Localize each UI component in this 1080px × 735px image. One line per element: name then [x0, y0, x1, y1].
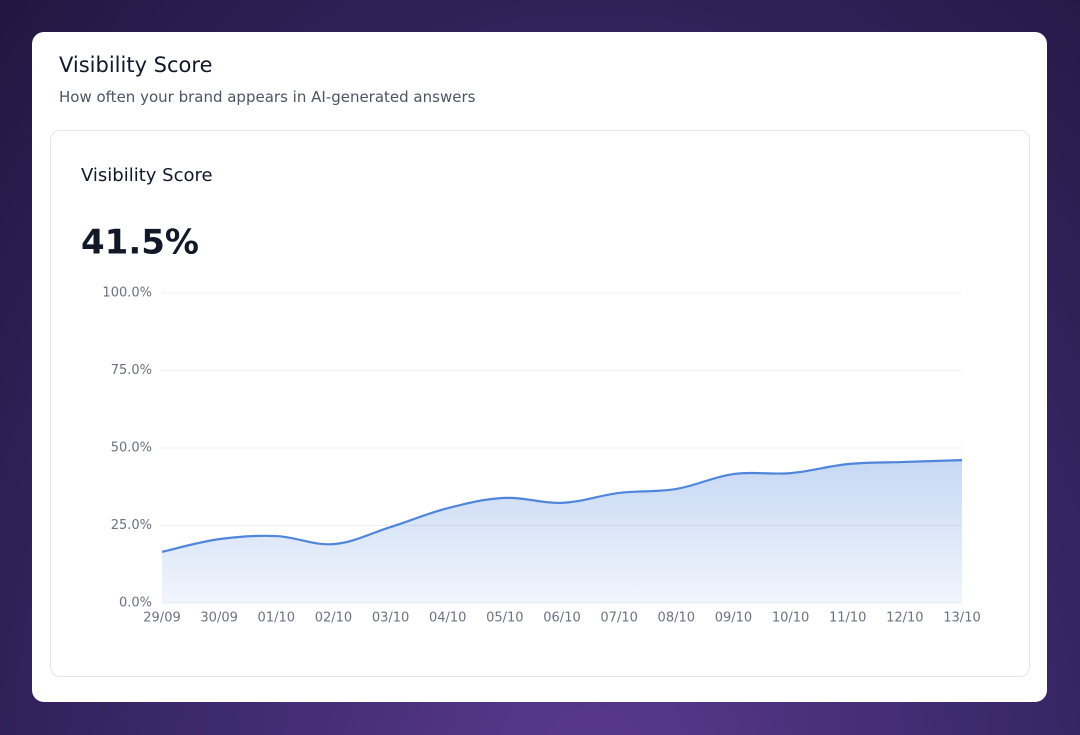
line: [161, 458, 963, 553]
x-tick-label: 13/10: [943, 611, 980, 626]
x-tick-label: 05/10: [486, 611, 523, 626]
y-tick-label: 0.0%: [119, 596, 152, 611]
chart-panel: [50, 130, 1030, 677]
x-tick-label: 29/09: [143, 611, 180, 626]
x-tick-label: 03/10: [372, 611, 409, 626]
card-title: Visibility Score: [59, 53, 213, 77]
headline-value: 41.5%: [81, 223, 199, 263]
x-tick-label: 10/10: [772, 611, 809, 626]
card-subtitle: How often your brand appears in AI-gener…: [59, 88, 476, 106]
area: [162, 460, 962, 603]
y-tick-label: 100.0%: [102, 286, 152, 301]
x-tick-label: 07/10: [600, 611, 637, 626]
x-tick-label: 12/10: [886, 611, 923, 626]
x-tick-label: 09/10: [715, 611, 752, 626]
x-tick-label: 02/10: [315, 611, 352, 626]
chart-title: Visibility Score: [81, 165, 213, 186]
x-tick-label: 01/10: [258, 611, 295, 626]
x-tick-label: 06/10: [543, 611, 580, 626]
y-tick-label: 75.0%: [111, 363, 152, 378]
x-tick-label: 08/10: [658, 611, 695, 626]
y-tick-label: 50.0%: [111, 441, 152, 456]
x-tick-label: 11/10: [829, 611, 866, 626]
x-tick-label: 30/09: [200, 611, 237, 626]
x-tick-label: 04/10: [429, 611, 466, 626]
y-tick-label: 25.0%: [111, 518, 152, 533]
